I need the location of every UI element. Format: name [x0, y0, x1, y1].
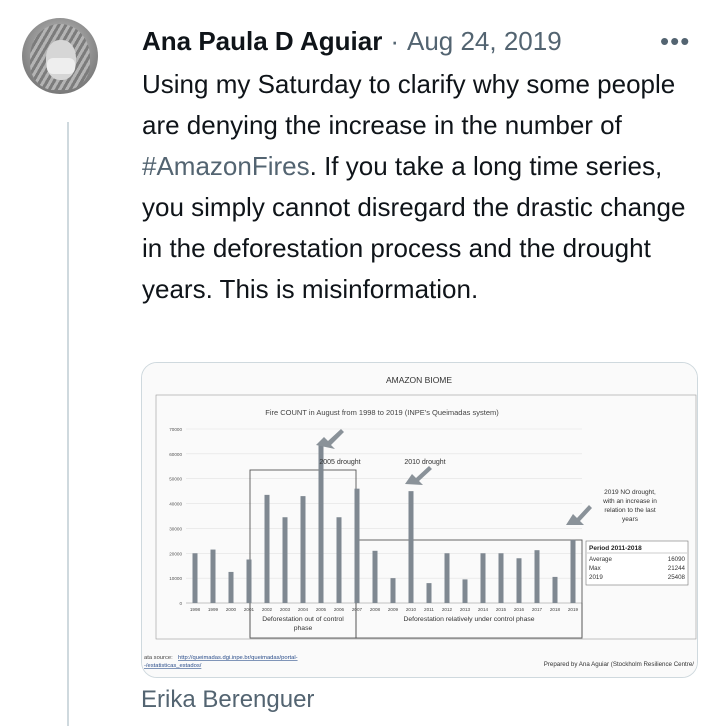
- bar-2017: [534, 550, 540, 603]
- bar-2006: [336, 517, 342, 603]
- prepared-by: Prepared by Ana Aguiar (Stockholm Resili…: [544, 661, 695, 668]
- bar-2000: [228, 571, 234, 603]
- phase1-label-line2: phase: [294, 625, 313, 632]
- source-label: ata source:: [144, 655, 173, 661]
- x-tick-label: 2009: [388, 607, 399, 612]
- bar-2010: [408, 491, 414, 603]
- tweet-text-before: Using my Saturday to clarify why some pe…: [142, 69, 676, 140]
- stats-row-value: 25408: [668, 574, 686, 581]
- x-tick-label: 2019: [568, 607, 579, 612]
- avatar-mask: [47, 58, 75, 74]
- fire-count-chart: AMAZON BIOME Fire COUNT in August from 1…: [142, 363, 697, 677]
- y-tick-label: 30000: [169, 526, 182, 531]
- bar-1999: [210, 549, 216, 603]
- x-tick-label: 2007: [352, 607, 363, 612]
- y-tick-label: 70000: [169, 427, 182, 432]
- bar-2007: [354, 488, 360, 603]
- bar-2018: [552, 576, 558, 603]
- bar-2011: [426, 583, 432, 603]
- x-tick-label: 2012: [442, 607, 453, 612]
- x-tick-label: 2008: [370, 607, 381, 612]
- stats-row-value: 21244: [668, 565, 686, 572]
- x-tick-label: 2013: [460, 607, 471, 612]
- y-tick-label: 50000: [169, 477, 182, 482]
- bar-2012: [444, 553, 450, 603]
- x-tick-label: 2015: [496, 607, 507, 612]
- tweet-date[interactable]: Aug 24, 2019: [406, 25, 562, 56]
- chart-background: [142, 363, 697, 677]
- gridlines: [186, 428, 582, 604]
- x-tick-label: 2011: [424, 607, 434, 612]
- x-tick-label: 2002: [262, 607, 273, 612]
- x-tick-label: 1998: [190, 607, 201, 612]
- x-tick-labels: 1998 1999 2000 2001 2002 2003 2004 2005 2006 2007…: [190, 607, 579, 612]
- y-tick-label: 10000: [169, 576, 182, 581]
- bar-2014: [480, 553, 486, 603]
- arrow-2005-icon: [316, 429, 344, 449]
- annotation-2019-line1: 2019 NO drought,: [604, 489, 656, 496]
- bar-2002: [264, 494, 270, 603]
- hashtag-link[interactable]: #AmazonFires: [142, 151, 310, 181]
- bars: [192, 445, 576, 603]
- y-tick-label: 60000: [169, 452, 182, 457]
- stats-title: Period 2011-2018: [589, 545, 642, 552]
- author-name[interactable]: Ana Paula D Aguiar: [142, 25, 383, 56]
- annotation-2010: 2010 drought: [404, 459, 445, 466]
- bar-1998: [192, 553, 198, 603]
- bar-2008: [372, 550, 378, 603]
- arrow-2010-icon: [405, 466, 432, 485]
- chart-frame: [155, 394, 697, 640]
- bar-2013: [462, 579, 468, 603]
- y-tick-label: 40000: [169, 502, 182, 507]
- bar-2003: [282, 517, 288, 603]
- bar-2001: [246, 559, 252, 603]
- reply-author[interactable]: Erika Berenguer: [141, 686, 315, 713]
- bar-2009: [390, 578, 396, 603]
- x-tick-label: 2005: [316, 607, 327, 612]
- x-tick-label: 2004: [298, 607, 309, 612]
- x-tick-label: 2018: [550, 607, 561, 612]
- thread-line: [67, 122, 69, 726]
- x-tick-label: 2000: [226, 607, 237, 612]
- x-tick-label: 2014: [478, 607, 489, 612]
- source-url-line1[interactable]: http://queimadas.dgi.inpe.br/queimadas/p…: [178, 655, 298, 661]
- y-tick-labels: 0 10000 20000 30000 40000 50000 60000 70000: [169, 427, 182, 606]
- source-url-line2[interactable]: -/estatisticas_estados/: [144, 663, 202, 669]
- arrow-2019-icon: [566, 505, 592, 525]
- x-tick-label: 2001: [244, 607, 255, 612]
- annotation-2019-line2: with an increase in: [602, 498, 657, 505]
- biome-header: AMAZON BIOME: [386, 375, 452, 385]
- annotation-2019-line4: years: [622, 516, 639, 523]
- x-tick-label: 1999: [208, 607, 219, 612]
- x-tick-label: 2003: [280, 607, 291, 612]
- phase2-label: Deforestation relatively under control p…: [403, 616, 534, 623]
- tweet-text-after: . If you take a long time series, you si…: [142, 151, 686, 304]
- bar-2004: [300, 496, 306, 603]
- bar-2015: [498, 553, 504, 603]
- tweet-text: Using my Saturday to clarify why some pe…: [142, 64, 702, 310]
- stats-table: [585, 540, 689, 586]
- bar-2005: [318, 445, 324, 603]
- annotation-2005: 2005 drought: [319, 459, 360, 466]
- y-tick-label: 20000: [169, 551, 182, 556]
- bar-2019: [570, 539, 576, 603]
- stats-row-value: 16090: [668, 556, 686, 563]
- author-avatar[interactable]: [22, 18, 98, 94]
- tweet-header: Ana Paula D Aguiar · Aug 24, 2019: [142, 25, 562, 57]
- x-tick-label: 2017: [532, 607, 543, 612]
- x-tick-label: 2006: [334, 607, 345, 612]
- tweet-media-image[interactable]: AMAZON BIOME Fire COUNT in August from 1…: [141, 362, 698, 678]
- y-tick-label: 0: [179, 601, 182, 606]
- phase1-label-line1: Deforestation out of control: [262, 616, 344, 623]
- separator-dot: ·: [390, 25, 399, 56]
- annotation-2019-line3: relation to the last: [604, 507, 656, 514]
- x-tick-label: 2016: [514, 607, 525, 612]
- stats-row-label: 2019: [589, 574, 603, 581]
- stats-row-label: Average: [589, 556, 612, 563]
- stats-row-label: Max: [589, 565, 602, 572]
- x-tick-label: 2010: [406, 607, 417, 612]
- more-horizontal-icon[interactable]: •••: [660, 26, 691, 56]
- chart-title: Fire COUNT in August from 1998 to 2019 (…: [265, 408, 499, 417]
- bar-2016: [516, 558, 522, 603]
